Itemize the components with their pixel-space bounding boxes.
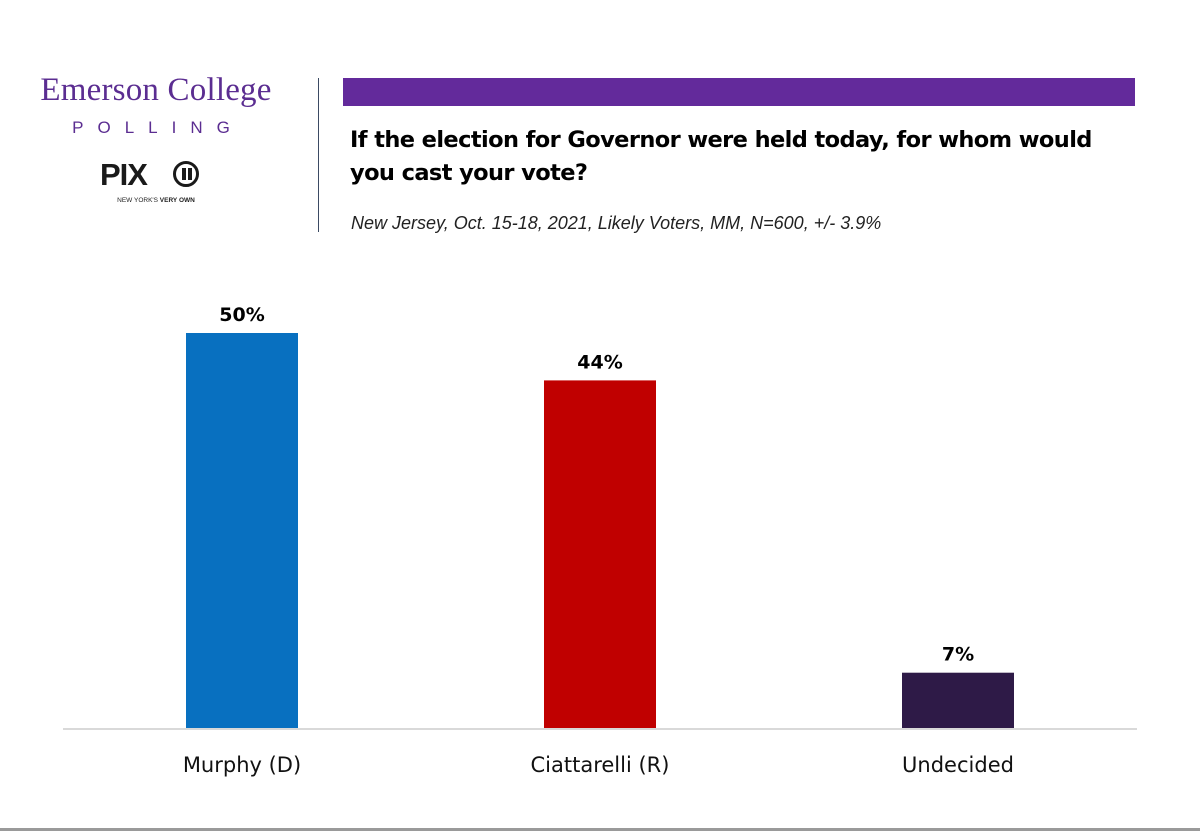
pix11-logo-text: PIX	[100, 157, 148, 192]
pix11-logo: PIX NEW YORK'S VERY OWN	[96, 155, 216, 211]
x-tick-label: Murphy (D)	[183, 753, 301, 777]
emerson-college-logo-title: Emerson College	[40, 72, 272, 108]
bar-0	[186, 333, 298, 728]
data-label: 50%	[219, 304, 264, 326]
pix11-tagline-regular: NEW YORK'S	[117, 197, 160, 204]
pix11-tagline: NEW YORK'S VERY OWN	[96, 197, 216, 204]
chart-title: If the election for Governor were held t…	[350, 127, 1092, 186]
accent-band	[343, 78, 1135, 106]
pix11-tagline-bold: VERY OWN	[159, 197, 195, 204]
labels-group: 50% Murphy (D) 44% Ciattarelli (R) 7% Undecid…	[183, 304, 1014, 777]
data-label: 44%	[577, 351, 622, 373]
bars-group	[186, 333, 1014, 728]
x-tick-label: Undecided	[902, 753, 1014, 777]
bar-1	[544, 380, 656, 728]
pix11-eleven-circle-icon	[173, 161, 199, 187]
header-divider	[318, 78, 319, 232]
x-tick-label: Ciattarelli (R)	[531, 753, 670, 777]
data-label: 7%	[942, 644, 974, 666]
bar-2	[902, 672, 1014, 728]
chart-subtitle: New Jersey, Oct. 15-18, 2021, Likely Vot…	[351, 213, 882, 233]
bottom-rule	[0, 828, 1200, 831]
emerson-polling-logo-subtitle: POLLING	[72, 118, 244, 137]
